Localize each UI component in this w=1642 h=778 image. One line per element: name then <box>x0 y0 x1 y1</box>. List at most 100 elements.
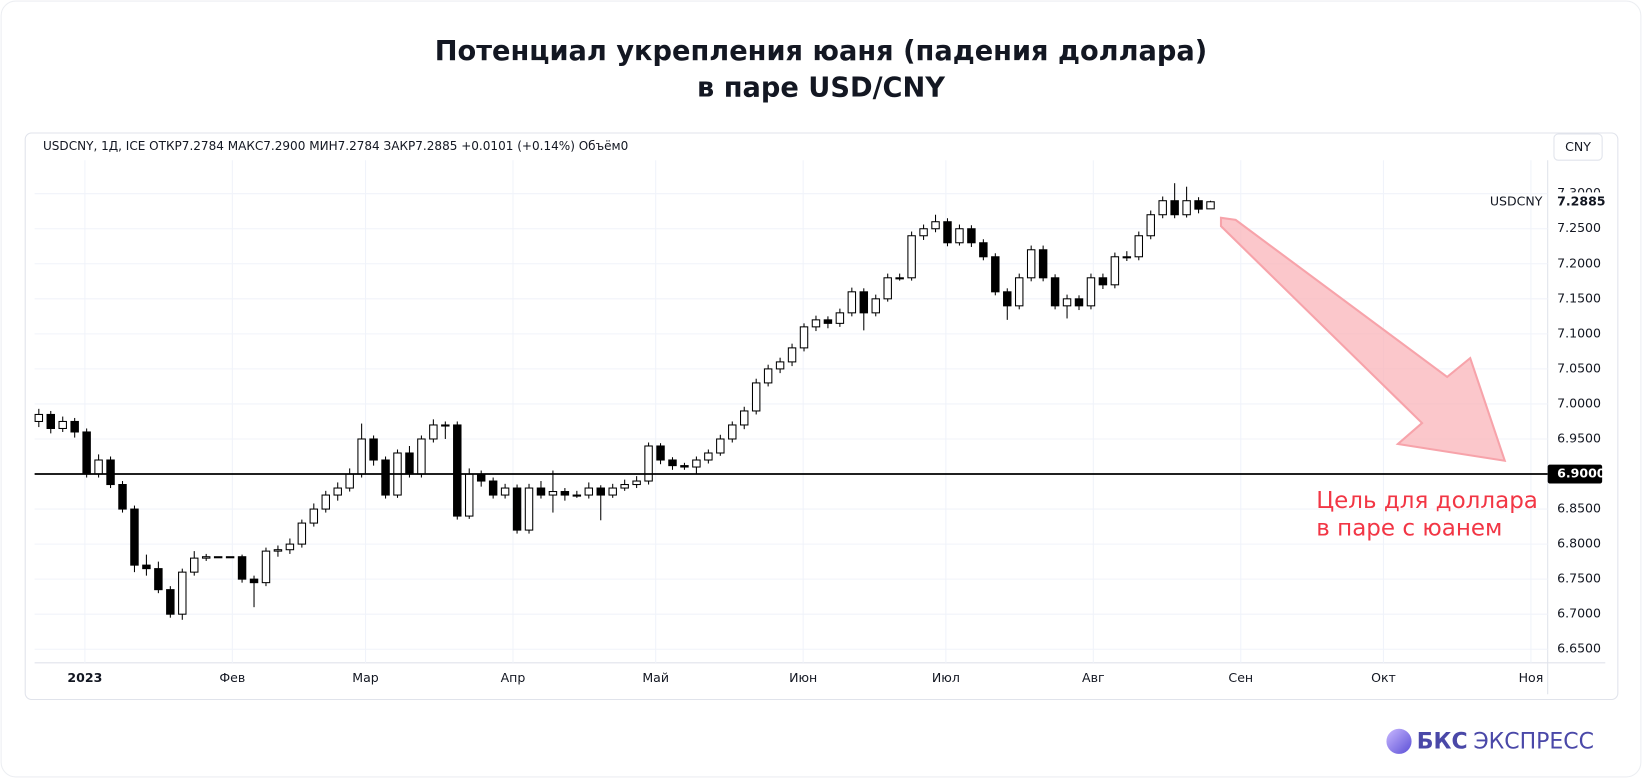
candle-body <box>931 221 940 230</box>
candle-body <box>656 445 665 461</box>
candle-body <box>704 452 713 461</box>
candle-body <box>118 484 127 510</box>
candle-body <box>441 424 450 427</box>
candle-body <box>453 424 462 517</box>
candle-body <box>70 420 79 433</box>
chart-title: Потенциал укрепления юаня (падения долла… <box>435 36 1207 67</box>
candle-body <box>632 480 641 486</box>
candle-body <box>106 459 115 486</box>
x-tick-label: Мар <box>352 670 379 685</box>
candle-body <box>333 487 342 496</box>
candle-body <box>1134 235 1144 258</box>
candle-body <box>405 452 414 475</box>
brand-tagline: ЭКСПРЕСС <box>1473 729 1594 754</box>
candle-body <box>1062 298 1072 307</box>
candle-body <box>429 424 438 440</box>
candle-body <box>644 445 653 482</box>
y-tick-label: 6.7500 <box>1557 571 1601 586</box>
candle-body <box>1194 200 1203 210</box>
candle-body <box>166 589 175 615</box>
currency-button[interactable] <box>1553 133 1603 161</box>
candle-body <box>1086 277 1096 307</box>
candle-body <box>201 556 211 559</box>
x-tick-label: Ноя <box>1519 670 1544 685</box>
last-price-box <box>1549 192 1603 212</box>
y-tick-label: 7.1500 <box>1557 290 1601 305</box>
candle-body <box>560 491 570 496</box>
last-price-label: 7.2885 <box>1557 193 1605 208</box>
level-label-box <box>1547 464 1603 484</box>
candle-body <box>488 480 498 496</box>
candle-body <box>979 242 988 258</box>
candle-body <box>285 543 295 551</box>
x-tick-label: Сен <box>1228 670 1253 685</box>
candle-body <box>740 410 749 426</box>
x-tick-label: Июл <box>932 670 960 685</box>
candle-body <box>1110 256 1120 286</box>
candle-body <box>154 568 163 591</box>
candle-body <box>1206 201 1215 210</box>
currency-label: CNY <box>1565 139 1591 154</box>
candle-body <box>572 494 582 497</box>
candle-body <box>46 413 55 429</box>
candle-body <box>871 298 880 314</box>
candle-body <box>847 291 857 314</box>
candle-body <box>668 459 677 467</box>
candle-body <box>907 235 916 279</box>
x-tick-label: Фев <box>219 670 245 685</box>
y-tick-label: 6.7000 <box>1557 606 1601 621</box>
candle-body <box>1038 249 1048 279</box>
y-tick-label: 6.8500 <box>1557 501 1601 516</box>
candle-body <box>357 438 366 475</box>
candle-body <box>94 459 103 475</box>
candle-body <box>775 361 785 370</box>
candle-body <box>309 508 319 524</box>
candle-body <box>58 420 67 429</box>
annotation: в паре с юанем <box>1316 515 1502 541</box>
y-tick-label: 7.2000 <box>1557 255 1601 270</box>
candle-body <box>943 221 952 244</box>
y-tick-label: 7.1000 <box>1557 325 1601 340</box>
x-tick-label: Июн <box>789 670 817 685</box>
candle-body <box>369 438 378 461</box>
chart-title: в паре USD/CNY <box>697 73 945 104</box>
candle-body <box>728 424 737 440</box>
candle-body <box>811 319 821 328</box>
candle-body <box>548 491 558 496</box>
candle-body <box>1003 291 1012 307</box>
y-tick-label: 7.2500 <box>1557 220 1601 235</box>
candle-body <box>1122 256 1132 259</box>
y-tick-label: 6.9500 <box>1557 430 1601 445</box>
candle-body <box>787 347 797 363</box>
candle-body <box>297 522 307 545</box>
brand-icon <box>1386 728 1412 754</box>
candle-body <box>476 473 486 482</box>
candle-body <box>237 556 247 580</box>
candle-body <box>799 326 809 349</box>
candle-body <box>321 494 330 510</box>
candle-body <box>213 556 223 559</box>
candle-body <box>500 487 510 496</box>
candle-body <box>883 277 892 300</box>
candle-body <box>142 564 151 570</box>
candle-body <box>249 578 259 584</box>
candle-body <box>955 228 964 244</box>
candle-body <box>835 312 845 324</box>
candle-body <box>524 487 534 531</box>
candle-body <box>345 473 354 489</box>
candle-body <box>190 557 199 573</box>
candle-body <box>1014 277 1024 307</box>
candle-body <box>1158 200 1167 216</box>
x-tick-label: Авг <box>1082 670 1105 685</box>
candle-body <box>596 487 605 496</box>
candle-body <box>823 319 833 324</box>
candle-body <box>680 465 689 468</box>
candle-body <box>261 550 271 584</box>
candle-body <box>1098 277 1108 286</box>
brand-name: БКС <box>1417 729 1468 754</box>
brand-logo: БКС ЭКСПРЕСС <box>1386 728 1594 754</box>
candle-body <box>225 556 235 559</box>
candle-body <box>620 484 629 489</box>
